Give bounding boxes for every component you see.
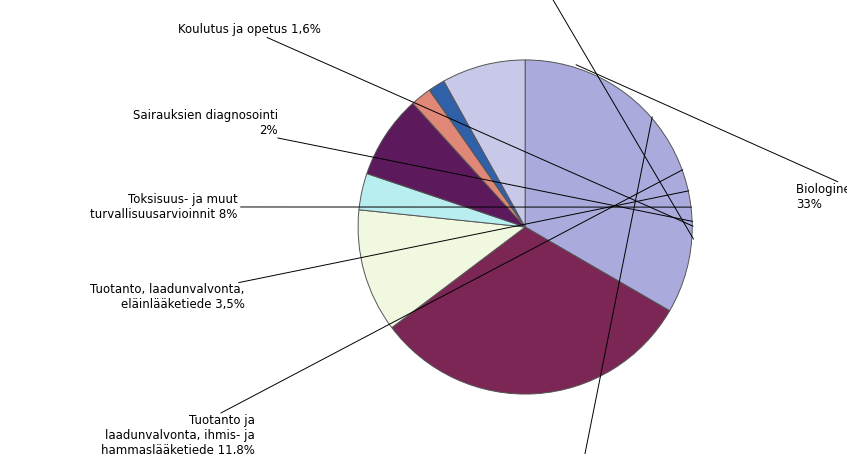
Wedge shape <box>429 81 525 227</box>
Wedge shape <box>367 103 525 227</box>
Wedge shape <box>359 173 525 227</box>
Wedge shape <box>358 210 525 328</box>
Wedge shape <box>392 227 670 394</box>
Text: Sairauksien diagnosointi
2%: Sairauksien diagnosointi 2% <box>133 109 693 222</box>
Wedge shape <box>444 60 525 227</box>
Text: Tuotanto ja
laadunvalvonta, ihmis- ja
hammaslääketiede 11,8%: Tuotanto ja laadunvalvonta, ihmis- ja ha… <box>101 170 683 454</box>
Text: Biologinen perustutkimus
33%: Biologinen perustutkimus 33% <box>576 65 847 211</box>
Wedge shape <box>525 60 692 311</box>
Text: Muu 8%: Muu 8% <box>510 0 694 239</box>
Text: Tuotanto, laadunvalvonta,
eläinlääketiede 3,5%: Tuotanto, laadunvalvonta, eläinlääketied… <box>90 191 689 311</box>
Text: Tutkimus ja kehittäminen,
ihmis-, eläin- ja
hammaslääketiede 31 %: Tutkimus ja kehittäminen, ihmis-, eläin-… <box>495 117 652 454</box>
Wedge shape <box>412 90 525 227</box>
Text: Toksisuus- ja muut
turvallisuusarvioinnit 8%: Toksisuus- ja muut turvallisuusarvioinni… <box>91 193 692 221</box>
Text: Koulutus ja opetus 1,6%: Koulutus ja opetus 1,6% <box>179 23 693 226</box>
